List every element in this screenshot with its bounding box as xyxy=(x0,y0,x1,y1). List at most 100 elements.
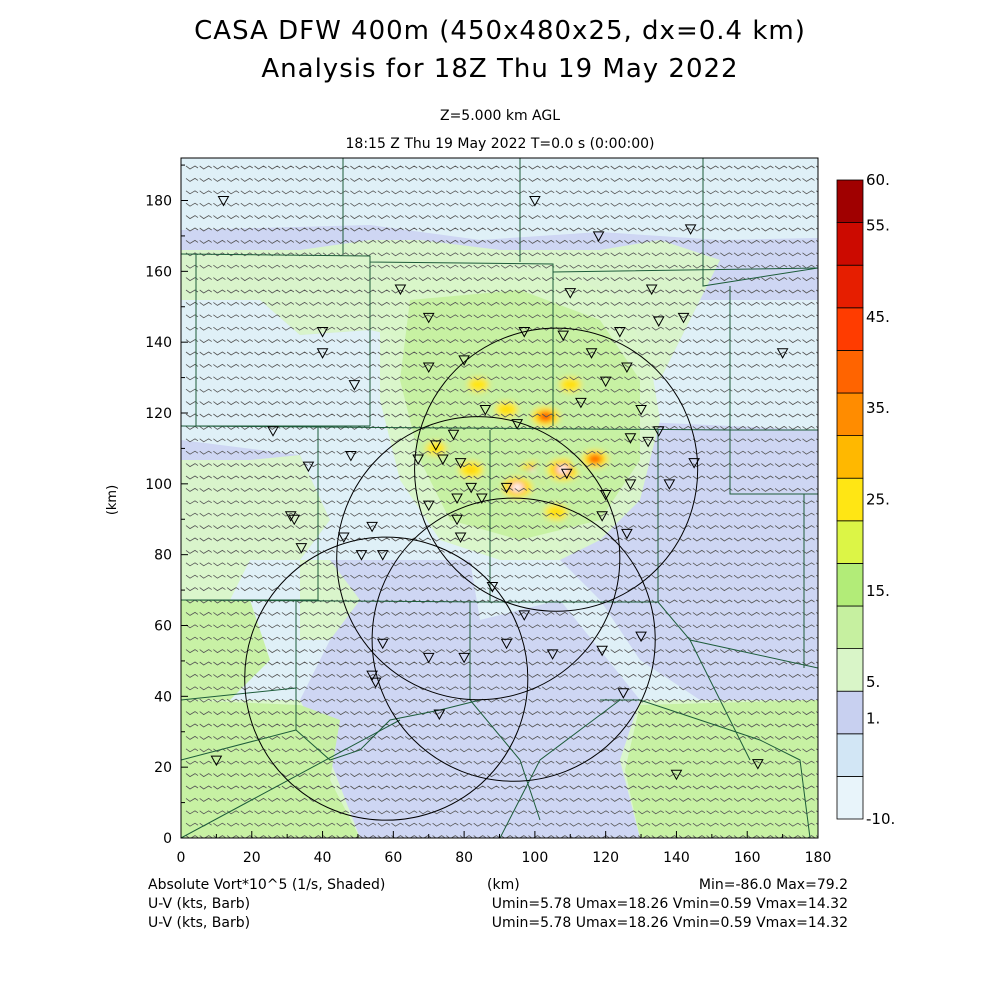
colorbar-box-11 xyxy=(836,349,864,394)
station-marker-68 xyxy=(596,645,608,657)
vortex-cell-11 xyxy=(417,435,455,462)
vorticity-region-12 xyxy=(625,700,818,838)
station-marker-69 xyxy=(635,631,647,643)
county-boundary-1 xyxy=(181,253,818,273)
vorticity-region-13 xyxy=(181,600,270,700)
station-marker-18 xyxy=(621,362,633,373)
station-marker-39 xyxy=(284,511,297,522)
y-tick-label-40: 40 xyxy=(154,689,172,705)
level-label: Z=5.000 km AGL xyxy=(439,108,561,124)
vortex-cell-5-band-4 xyxy=(592,457,598,461)
station-marker-53 xyxy=(624,479,637,490)
x-tick-label-120: 120 xyxy=(592,850,619,866)
station-marker-10 xyxy=(316,348,329,359)
station-marker-44 xyxy=(376,550,389,561)
colorbar-box-4 xyxy=(836,648,864,692)
station-marker-1 xyxy=(217,196,230,207)
vortex-cell-9-band-4 xyxy=(476,383,481,386)
x-unit-label: (km) xyxy=(487,877,520,893)
station-marker-42 xyxy=(355,550,368,561)
time-label: 18:15 Z Thu 19 May 2022 T=0.0 s (0:00:00… xyxy=(345,136,655,152)
field-label: Absolute Vort*10^5 (1/s, Shaded) xyxy=(148,877,386,893)
county-boundary-4 xyxy=(702,158,818,287)
chart-subtitle: Analysis for 18Z Thu 19 May 2022 xyxy=(261,54,739,84)
y-tick-label-80: 80 xyxy=(154,548,172,564)
station-marker-11 xyxy=(348,380,361,391)
barb-stats-2: Umin=5.78 Umax=18.26 Vmin=0.59 Vmax=14.3… xyxy=(491,915,848,931)
county-boundary-21 xyxy=(499,699,621,838)
station-marker-70 xyxy=(617,688,630,699)
vortex-cell-10-band-4 xyxy=(554,510,559,514)
station-marker-54 xyxy=(663,479,676,490)
station-marker-57 xyxy=(454,532,467,543)
vortex-cell-6-band-4 xyxy=(468,468,474,472)
station-marker-19 xyxy=(599,376,612,388)
station-marker-62 xyxy=(369,677,382,689)
station-marker-48 xyxy=(500,482,513,494)
station-marker-52 xyxy=(621,528,633,540)
county-boundary-19 xyxy=(600,699,811,838)
x-tick-label-160: 160 xyxy=(734,850,761,866)
station-marker-25 xyxy=(575,397,587,409)
station-marker-27 xyxy=(642,436,654,448)
station-marker-13 xyxy=(458,355,470,366)
vortex-cell-9 xyxy=(459,371,498,399)
colorbar-box-14 xyxy=(836,222,864,266)
barb-label-1: U-V (kts, Barb) xyxy=(148,896,251,912)
station-marker-4 xyxy=(684,224,697,235)
vortex-cell-8 xyxy=(550,370,591,399)
y-tick-label-180: 180 xyxy=(145,194,172,210)
station-marker-26 xyxy=(635,404,647,416)
colorbar-label-7: 5. xyxy=(866,673,880,691)
radar-ring-1 xyxy=(414,327,699,612)
x-tick-label-180: 180 xyxy=(805,850,832,866)
vortex-cell-7 xyxy=(486,395,528,424)
radar-ring-3 xyxy=(371,497,656,782)
county-boundary-22 xyxy=(689,639,751,761)
colorbar-label-5: 25. xyxy=(866,491,890,509)
x-tick-label-40: 40 xyxy=(314,850,332,866)
colorbar-label-2: 55. xyxy=(866,217,890,235)
station-marker-47 xyxy=(475,493,488,505)
station-marker-14 xyxy=(518,327,531,338)
station-marker-72 xyxy=(210,755,223,767)
radar-ring-4 xyxy=(244,536,529,821)
station-marker-34 xyxy=(454,458,467,469)
station-marker-9 xyxy=(316,327,329,338)
x-tick-label-100: 100 xyxy=(522,850,549,866)
vortex-cell-6 xyxy=(448,454,494,486)
y-tick-label-140: 140 xyxy=(145,335,172,351)
station-marker-8 xyxy=(645,284,658,296)
station-marker-23 xyxy=(479,404,492,416)
county-boundary-18 xyxy=(295,699,481,761)
station-marker-5 xyxy=(394,284,407,296)
station-marker-66 xyxy=(500,638,513,650)
station-marker-16 xyxy=(585,348,598,359)
station-marker-63 xyxy=(366,670,378,682)
y-tick-label-100: 100 xyxy=(145,477,172,493)
station-marker-56 xyxy=(422,500,435,512)
station-marker-36 xyxy=(302,461,315,473)
colorbar-box-7 xyxy=(836,520,864,564)
station-marker-61 xyxy=(376,638,389,650)
station-marker-21 xyxy=(652,316,665,327)
vortex-cell-3 xyxy=(489,468,545,507)
colorbar-box-15 xyxy=(836,179,864,223)
station-marker-41 xyxy=(337,532,350,543)
station-marker-2 xyxy=(529,196,541,207)
station-marker-29 xyxy=(624,433,637,444)
station-marker-17 xyxy=(613,327,626,338)
colorbar-label-4: 35. xyxy=(866,399,890,417)
x-tick-label-20: 20 xyxy=(243,850,261,866)
colorbar-box-2 xyxy=(836,733,864,777)
x-tick-label-60: 60 xyxy=(384,850,402,866)
colorbar-box-1 xyxy=(836,776,864,820)
station-marker-60 xyxy=(518,610,531,621)
x-tick-label-0: 0 xyxy=(177,850,186,866)
station-marker-32 xyxy=(412,454,424,466)
station-marker-51 xyxy=(596,511,608,522)
station-marker-24 xyxy=(511,419,524,430)
station-marker-67 xyxy=(546,649,559,660)
station-marker-50 xyxy=(599,489,612,501)
y-axis-label: (km) xyxy=(105,485,120,515)
